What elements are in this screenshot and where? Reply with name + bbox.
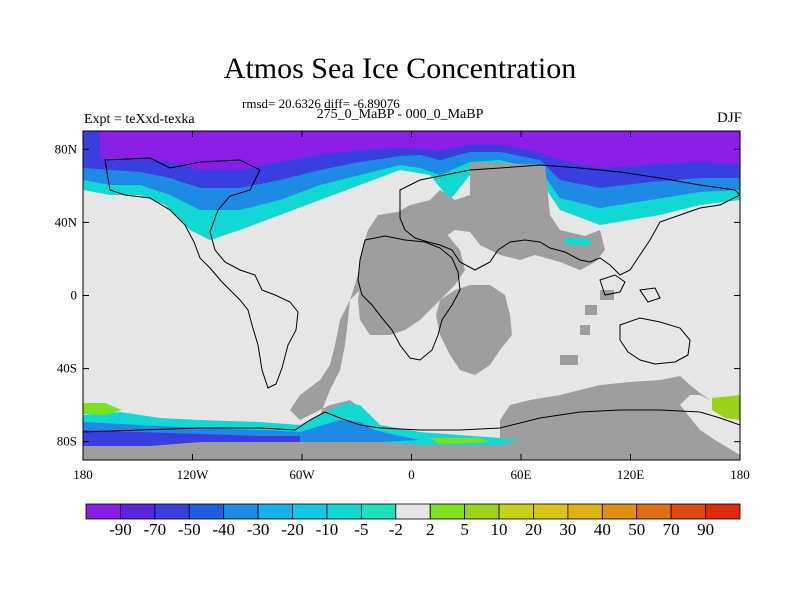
colorbar-label: -50 [178,520,201,539]
colorbar-label: 90 [697,520,714,539]
landmass-africa-core [358,225,465,335]
lon-tick-label: 120W [177,467,210,482]
lon-tick-label: 180 [73,467,93,482]
season-label: DJF [716,110,742,126]
antarctic-ice-band-core [83,430,300,446]
antarctic-increase-south [430,438,490,444]
colorbar-label: 50 [628,520,645,539]
colorbar-label: 2 [426,520,435,539]
lat-tick-label: 0 [71,288,78,303]
landmass-islet-1 [560,355,578,365]
lat-tick-label: 40S [57,361,77,376]
map-axes: 80N 40N 0 40S 80S 180 120W 60W 0 60E 120E 180 [55,131,750,482]
colorbar-label: -40 [212,520,235,539]
landmass-south-block [436,285,512,375]
lon-tick-label: 60W [289,467,315,482]
lat-tick-label: 40N [55,214,78,229]
colorbar-swatch [395,503,431,520]
lat-tick-label: 80S [57,434,77,449]
colorbar-label: 40 [594,520,611,539]
colorbar-swatch [567,503,603,520]
map-field [83,131,740,460]
colorbar-swatch [498,503,534,520]
colorbar-swatch [120,503,156,520]
colorbar-label: -10 [316,520,339,539]
colorbar: -90 -70 -50 -40 -30 -20 -10 -5 -2 2 5 10 20 30 40 50 70 9… [85,503,741,539]
coastline-asia-islands [599,274,661,303]
coastline-australia [619,317,691,365]
coastline-antarctica [83,409,740,433]
lon-tick-label: 0 [408,467,415,482]
landmass-islet-2 [580,325,590,335]
landmass-islet-3 [585,305,597,315]
coastline-north-america [104,157,299,389]
colorbar-label: 10 [491,520,508,539]
arctic-ice-band-core [100,131,740,170]
colorbar-swatch [636,503,672,520]
colorbar-label: 20 [525,520,542,539]
map-title: Atmos Sea Ice Concentration [223,52,577,85]
colorbar-label: -70 [144,520,167,539]
colorbar-swatch [705,503,741,520]
colorbar-swatch [360,503,397,520]
experiment-label: Expt = teXxd-texka [84,112,195,127]
landmass-east-block [490,195,525,240]
colorbar-swatch [326,503,362,520]
colorbar-label: 30 [559,520,576,539]
colorbar-swatch [223,503,259,520]
antarctic-increase-east [712,395,740,420]
colorbar-label: -20 [281,520,304,539]
colorbar-swatch [670,503,706,520]
colorbar-swatch [292,503,328,520]
colorbar-swatch [154,503,190,520]
colorbar-label: -2 [389,520,403,539]
lon-tick-label: 60E [511,467,532,482]
antarctic-increase-west [83,403,122,415]
period-label: 275_0_MaBP - 000_0_MaBP [316,107,484,122]
colorbar-swatch [188,503,225,520]
north-atlantic-minor [565,238,590,245]
lat-tick-label: 80N [55,141,78,156]
colorbar-label: -30 [247,520,270,539]
colorbar-label: 5 [460,520,469,539]
coastline-africa [357,235,461,361]
coastline-eurasia [399,164,740,276]
colorbar-swatch [429,503,466,520]
colorbar-label: -90 [109,520,132,539]
colorbar-swatch [464,503,500,520]
colorbar-swatch [257,503,293,520]
colorbar-swatch [601,503,638,520]
colorbar-swatch [533,503,569,520]
landmass-africa-eurasia [83,162,740,460]
colorbar-label: 70 [663,520,680,539]
colorbar-swatch [85,503,121,520]
stats-label: rmsd= 20.6326 diff= -6.89076 [242,96,400,111]
colorbar-label: -5 [354,520,368,539]
coastlines [83,157,740,433]
lon-tick-label: 120E [617,467,645,482]
lon-tick-label: 180 [730,467,750,482]
